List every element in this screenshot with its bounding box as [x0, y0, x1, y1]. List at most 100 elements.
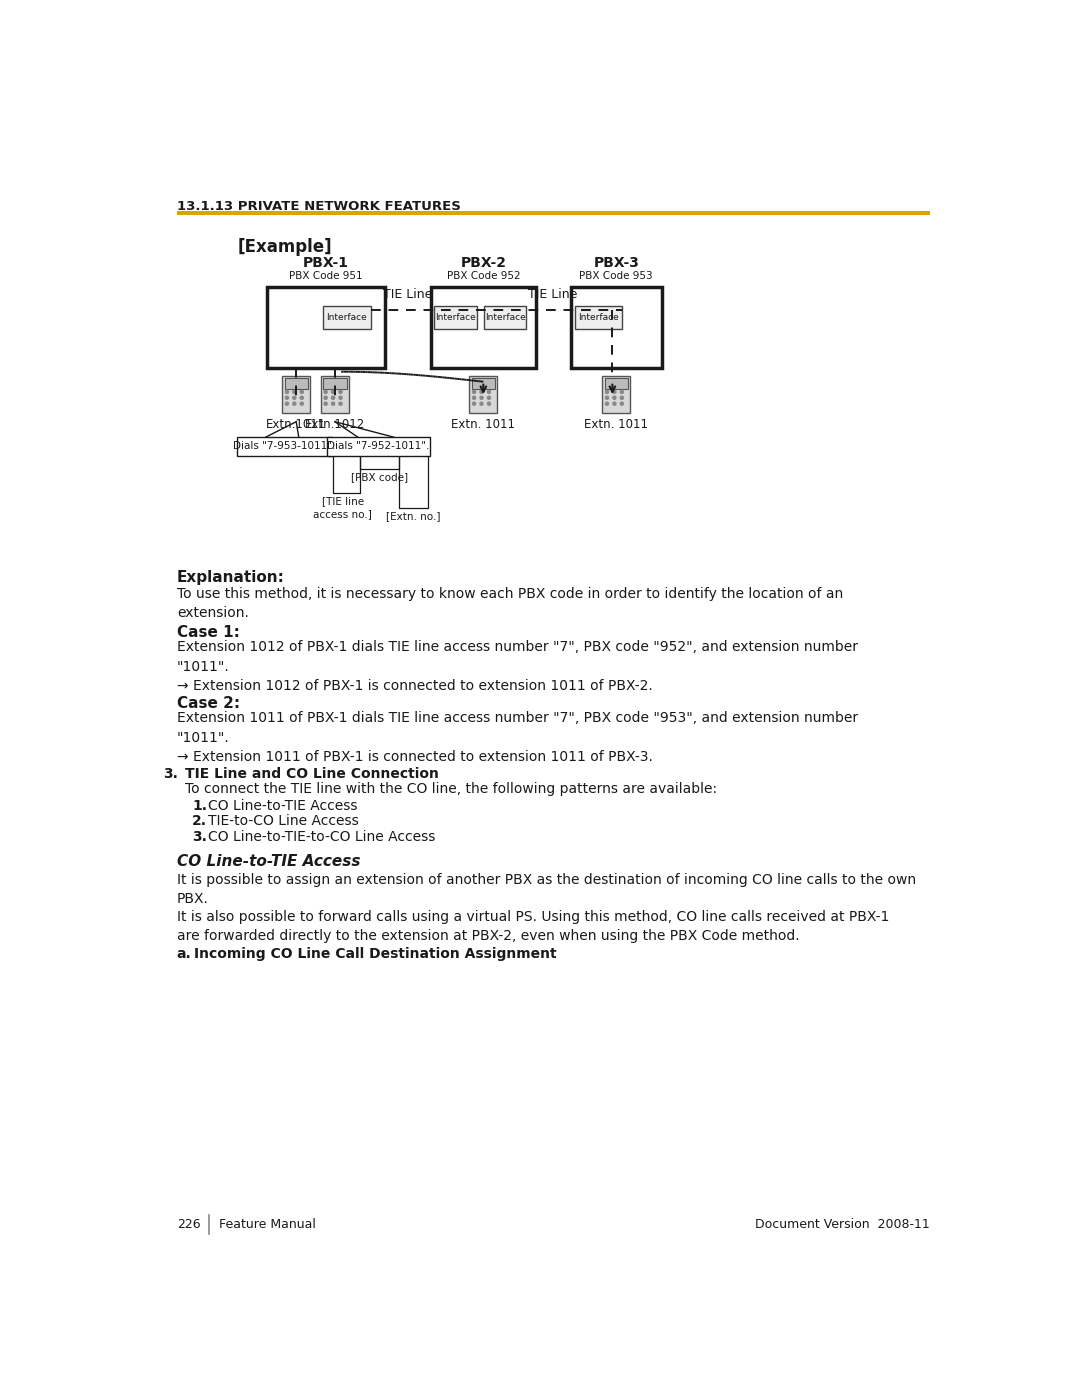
Text: Feature Manual: Feature Manual [218, 1218, 315, 1231]
Circle shape [487, 402, 490, 405]
Text: Case 2:: Case 2: [177, 696, 240, 711]
Bar [177, 211, 930, 215]
Text: TIE Line and CO Line Connection: TIE Line and CO Line Connection [185, 767, 438, 781]
Text: Case 1:: Case 1: [177, 624, 240, 640]
Circle shape [612, 390, 616, 394]
Circle shape [300, 397, 303, 400]
Circle shape [285, 397, 288, 400]
Circle shape [612, 402, 616, 405]
Bar [470, 376, 497, 412]
Circle shape [324, 402, 327, 405]
Circle shape [473, 390, 475, 394]
Text: Extn.1011: Extn.1011 [266, 418, 326, 430]
Bar [238, 437, 332, 455]
Bar [576, 306, 622, 330]
Circle shape [293, 402, 296, 405]
Text: PBX Code 953: PBX Code 953 [580, 271, 653, 281]
Text: 2.: 2. [192, 814, 207, 828]
Text: 226: 226 [177, 1218, 201, 1231]
Bar [323, 377, 347, 388]
Text: Extension 1012 of PBX-1 dials TIE line access number "7", PBX code "952", and ex: Extension 1012 of PBX-1 dials TIE line a… [177, 640, 858, 693]
Bar [472, 377, 495, 388]
Text: CO Line-to-TIE-to-CO Line Access: CO Line-to-TIE-to-CO Line Access [207, 830, 435, 844]
Circle shape [285, 402, 288, 405]
Bar [603, 376, 631, 412]
Text: Incoming CO Line Call Destination Assignment: Incoming CO Line Call Destination Assign… [194, 947, 556, 961]
Bar [434, 306, 476, 330]
Text: Extn.1012: Extn.1012 [305, 418, 365, 430]
Text: CO Line-to-TIE Access: CO Line-to-TIE Access [177, 855, 361, 869]
Bar [327, 437, 430, 455]
Circle shape [480, 390, 483, 394]
Text: To connect the TIE line with the CO line, the following patterns are available:: To connect the TIE line with the CO line… [185, 782, 717, 796]
Circle shape [480, 402, 483, 405]
Text: 13.1.13 PRIVATE NETWORK FEATURES: 13.1.13 PRIVATE NETWORK FEATURES [177, 200, 461, 212]
Circle shape [300, 390, 303, 394]
Text: PBX-1: PBX-1 [302, 256, 349, 270]
Circle shape [480, 397, 483, 400]
Bar [282, 376, 310, 412]
Text: PBX-3: PBX-3 [593, 256, 639, 270]
Text: Document Version  2008-11: Document Version 2008-11 [755, 1218, 930, 1231]
Text: TIE Line: TIE Line [528, 288, 578, 300]
Text: Interface: Interface [485, 313, 526, 323]
Circle shape [487, 397, 490, 400]
Circle shape [293, 390, 296, 394]
Bar [484, 306, 526, 330]
Text: Interface: Interface [326, 313, 367, 323]
Text: To use this method, it is necessary to know each PBX code in order to identify t: To use this method, it is necessary to k… [177, 587, 843, 620]
Text: [Example]: [Example] [238, 239, 332, 257]
Text: PBX-2: PBX-2 [460, 256, 507, 270]
Circle shape [324, 390, 327, 394]
Text: [Extn. no.]: [Extn. no.] [386, 511, 441, 521]
Bar [321, 376, 349, 412]
Bar [267, 286, 384, 367]
Circle shape [606, 402, 608, 405]
Circle shape [620, 402, 623, 405]
Text: [PBX code]: [PBX code] [351, 472, 407, 482]
Text: TIE-to-CO Line Access: TIE-to-CO Line Access [207, 814, 359, 828]
Bar [431, 286, 536, 367]
Text: Interface: Interface [435, 313, 476, 323]
Circle shape [332, 397, 335, 400]
Circle shape [332, 402, 335, 405]
Bar [570, 286, 662, 367]
Text: 1.: 1. [192, 799, 207, 813]
Circle shape [339, 390, 342, 394]
Bar [284, 377, 308, 388]
Text: Extn. 1011: Extn. 1011 [584, 418, 648, 430]
Text: TIE Line: TIE Line [383, 288, 432, 300]
Circle shape [473, 397, 475, 400]
Circle shape [473, 402, 475, 405]
Circle shape [620, 390, 623, 394]
Text: Interface: Interface [578, 313, 619, 323]
Circle shape [332, 390, 335, 394]
Circle shape [606, 397, 608, 400]
Text: It is also possible to forward calls using a virtual PS. Using this method, CO l: It is also possible to forward calls usi… [177, 909, 889, 943]
Text: It is possible to assign an extension of another PBX as the destination of incom: It is possible to assign an extension of… [177, 873, 916, 907]
Text: [TIE line
access no.]: [TIE line access no.] [313, 496, 373, 518]
Text: PBX Code 951: PBX Code 951 [288, 271, 363, 281]
Circle shape [339, 402, 342, 405]
Text: a.: a. [177, 947, 191, 961]
Circle shape [487, 390, 490, 394]
Text: 3.: 3. [163, 767, 178, 781]
Circle shape [324, 397, 327, 400]
Text: Extn. 1011: Extn. 1011 [451, 418, 515, 430]
Circle shape [293, 397, 296, 400]
Bar [605, 377, 627, 388]
Circle shape [620, 397, 623, 400]
Text: Dials "7-952-1011".: Dials "7-952-1011". [327, 441, 430, 451]
Circle shape [339, 397, 342, 400]
Text: PBX Code 952: PBX Code 952 [446, 271, 521, 281]
Text: 3.: 3. [192, 830, 207, 844]
Circle shape [285, 390, 288, 394]
Text: Explanation:: Explanation: [177, 570, 285, 584]
Text: Extension 1011 of PBX-1 dials TIE line access number "7", PBX code "953", and ex: Extension 1011 of PBX-1 dials TIE line a… [177, 711, 858, 764]
Bar [323, 306, 370, 330]
Text: CO Line-to-TIE Access: CO Line-to-TIE Access [207, 799, 357, 813]
Circle shape [612, 397, 616, 400]
Circle shape [300, 402, 303, 405]
Circle shape [606, 390, 608, 394]
Text: Dials "7-953-1011".: Dials "7-953-1011". [233, 441, 336, 451]
